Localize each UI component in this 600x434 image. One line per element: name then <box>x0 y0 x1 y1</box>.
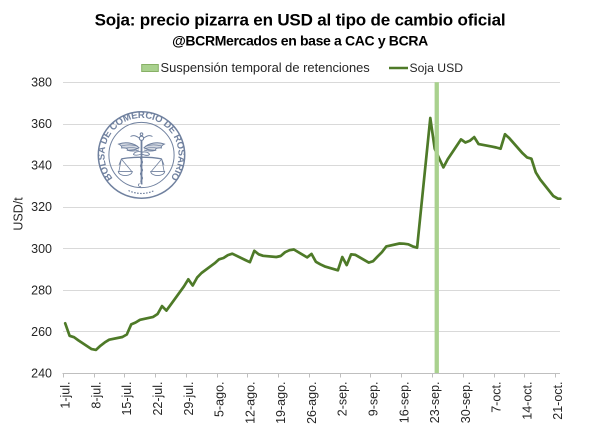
svg-text:14-oct.: 14-oct. <box>520 382 534 420</box>
svg-text:300: 300 <box>31 242 52 256</box>
svg-text:260: 260 <box>31 325 52 339</box>
svg-text:380: 380 <box>31 76 52 90</box>
svg-text:240: 240 <box>31 367 52 381</box>
svg-text:15-jul.: 15-jul. <box>120 382 134 416</box>
svg-text:19-ago.: 19-ago. <box>274 382 288 424</box>
svg-text:22-jul.: 22-jul. <box>151 382 165 416</box>
svg-text:@BCRMercados en base a CAC y B: @BCRMercados en base a CAC y BCRA <box>172 33 428 49</box>
svg-text:280: 280 <box>31 283 52 297</box>
svg-text:Soja USD: Soja USD <box>410 61 464 75</box>
svg-text:5-ago.: 5-ago. <box>213 382 227 417</box>
svg-text:21-oct.: 21-oct. <box>551 382 565 420</box>
svg-text:12-ago.: 12-ago. <box>243 382 257 424</box>
svg-text:8-jul.: 8-jul. <box>89 382 103 409</box>
svg-text:Soja: precio pizarra en USD al: Soja: precio pizarra en USD al tipo de c… <box>95 11 506 30</box>
svg-text:7-oct.: 7-oct. <box>490 382 504 413</box>
svg-text:Suspensión temporal de retenci: Suspensión temporal de retenciones <box>161 60 370 75</box>
svg-text:1-jul.: 1-jul. <box>59 382 73 409</box>
svg-text:16-sep.: 16-sep. <box>397 382 411 424</box>
svg-text:360: 360 <box>31 117 52 131</box>
svg-text:2-sep.: 2-sep. <box>336 382 350 417</box>
svg-text:29-jul.: 29-jul. <box>182 382 196 416</box>
svg-text:23-sep.: 23-sep. <box>428 382 442 424</box>
svg-text:26-ago.: 26-ago. <box>305 382 319 424</box>
svg-text:30-sep.: 30-sep. <box>459 382 473 424</box>
svg-text:9-sep.: 9-sep. <box>367 382 381 417</box>
svg-text:USD/t: USD/t <box>12 197 26 231</box>
svg-text:340: 340 <box>31 159 52 173</box>
svg-text:320: 320 <box>31 200 52 214</box>
